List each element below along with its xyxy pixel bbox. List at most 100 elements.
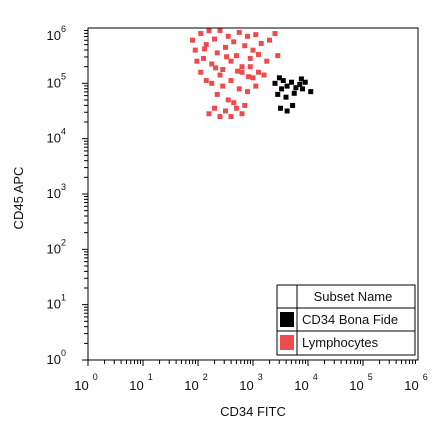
point-cd34-bona-fide-6: [297, 81, 303, 87]
point-lymphocytes-14: [231, 39, 237, 45]
point-lymphocytes-52: [239, 69, 245, 75]
point-cd34-bona-fide-15: [290, 102, 296, 108]
point-lymphocytes-19: [245, 33, 250, 39]
legend-label-cd34: CD34 Bona Fide: [302, 312, 398, 327]
y-tick-label: 101: [47, 293, 66, 312]
point-cd34-bona-fide-8: [302, 79, 308, 85]
point-lymphocytes-25: [206, 111, 212, 117]
point-cd34-bona-fide-0: [272, 80, 278, 86]
point-lymphocytes-26: [212, 105, 217, 111]
point-cd34-bona-fide-9: [308, 89, 314, 95]
point-lymphocytes-6: [209, 61, 215, 67]
point-cd34-bona-fide-10: [275, 91, 281, 97]
legend-label-lymphocytes: Lymphocytes: [302, 335, 379, 350]
y-axis-tick-labels: 100 101 102 103 104 105 106: [47, 24, 66, 367]
x-tick-label: 100: [74, 372, 97, 393]
point-lymphocytes-5: [206, 28, 212, 34]
point-lymphocytes-12: [225, 33, 231, 39]
point-lymphocytes-29: [228, 114, 234, 120]
point-lymphocytes-16: [236, 29, 242, 35]
x-axis-title: CD34 FITC: [220, 404, 286, 419]
point-lymphocytes-35: [245, 89, 250, 95]
point-lymphocytes-41: [275, 53, 281, 59]
y-tick-label: 102: [47, 237, 66, 256]
x-axis-minor-ticks: [87, 360, 416, 366]
point-lymphocytes-17: [239, 64, 245, 70]
point-lymphocytes-40: [272, 31, 278, 37]
point-lymphocytes-7: [212, 36, 217, 42]
point-cd34-bona-fide-12: [291, 90, 297, 96]
point-lymphocytes-47: [231, 100, 237, 106]
point-cd34-bona-fide-11: [283, 94, 289, 100]
point-cd34-bona-fide-1: [276, 75, 282, 81]
point-lymphocytes-57: [224, 54, 230, 60]
point-lymphocytes-3: [201, 55, 206, 61]
point-lymphocytes-36: [250, 75, 256, 81]
point-lymphocytes-55: [202, 46, 208, 52]
point-lymphocytes-56: [213, 65, 219, 71]
point-lymphocytes-58: [235, 68, 241, 74]
legend-box: [276, 284, 416, 356]
y-tick-label: 105: [47, 71, 66, 90]
point-cd34-bona-fide-3: [284, 83, 290, 89]
point-lymphocytes-44: [203, 78, 209, 84]
point-lymphocytes-38: [264, 58, 270, 64]
point-lymphocytes-48: [242, 102, 248, 108]
y-tick-label: 100: [47, 348, 66, 367]
point-lymphocytes-21: [250, 47, 256, 53]
y-axis-title: CD45 APC: [11, 167, 26, 230]
point-cd34-bona-fide-14: [284, 108, 290, 114]
y-tick-label: 104: [47, 127, 66, 146]
point-lymphocytes-51: [228, 78, 234, 84]
point-lymphocytes-31: [239, 111, 245, 117]
x-tick-label: 106: [404, 372, 427, 393]
point-lymphocytes-32: [214, 91, 220, 97]
y-tick-label: 106: [47, 24, 66, 43]
point-lymphocytes-33: [225, 97, 231, 103]
point-lymphocytes-22: [253, 32, 259, 38]
point-cd34-bona-fide-16: [298, 76, 304, 82]
point-lymphocytes-2: [198, 31, 204, 37]
x-tick-label: 105: [349, 372, 372, 393]
point-lymphocytes-4: [203, 42, 209, 48]
legend: Subset Name CD34 Bona Fide Lymphocytes: [276, 284, 416, 356]
point-cd34-bona-fide-13: [278, 105, 283, 111]
point-lymphocytes-30: [234, 105, 239, 111]
point-lymphocytes-46: [220, 83, 226, 89]
point-lymphocytes-50: [217, 72, 223, 78]
point-lymphocytes-23: [256, 52, 261, 58]
point-cd34-bona-fide-7: [300, 86, 305, 92]
point-lymphocytes-11: [223, 44, 228, 50]
point-lymphocytes-20: [247, 55, 253, 61]
x-tick-label: 102: [184, 372, 207, 393]
x-tick-label: 101: [129, 372, 152, 393]
point-cd34-bona-fide-5: [293, 85, 299, 91]
y-tick-label: 103: [47, 182, 66, 201]
legend-swatch-lymphocytes: [280, 335, 294, 350]
point-lymphocytes-28: [223, 108, 228, 114]
point-lymphocytes-8: [214, 50, 220, 56]
point-lymphocytes-37: [256, 69, 261, 75]
point-lymphocytes-18: [242, 43, 248, 49]
point-cd34-bona-fide-4: [289, 79, 294, 85]
legend-title: Subset Name: [314, 289, 393, 304]
point-lymphocytes-54: [194, 58, 200, 64]
point-lymphocytes-9: [217, 28, 223, 33]
point-lymphocytes-42: [261, 72, 267, 78]
x-axis-tick-labels: 100 101 102 103 104 105 106: [74, 372, 427, 393]
point-cd34-bona-fide-2: [280, 78, 286, 84]
point-lymphocytes-34: [236, 86, 242, 92]
point-lymphocytes-43: [198, 69, 204, 75]
point-lymphocytes-10: [220, 67, 226, 72]
point-lymphocytes-1: [192, 47, 198, 53]
point-lymphocytes-13: [228, 58, 234, 64]
x-tick-label: 103: [239, 372, 262, 393]
point-cd34-bona-fide-17: [279, 86, 285, 92]
y-axis-minor-ticks: [82, 30, 88, 361]
legend-swatch-cd34: [280, 312, 294, 327]
point-lymphocytes-49: [253, 83, 259, 89]
point-lymphocytes-53: [247, 64, 253, 70]
data-points-layer: [190, 28, 314, 120]
